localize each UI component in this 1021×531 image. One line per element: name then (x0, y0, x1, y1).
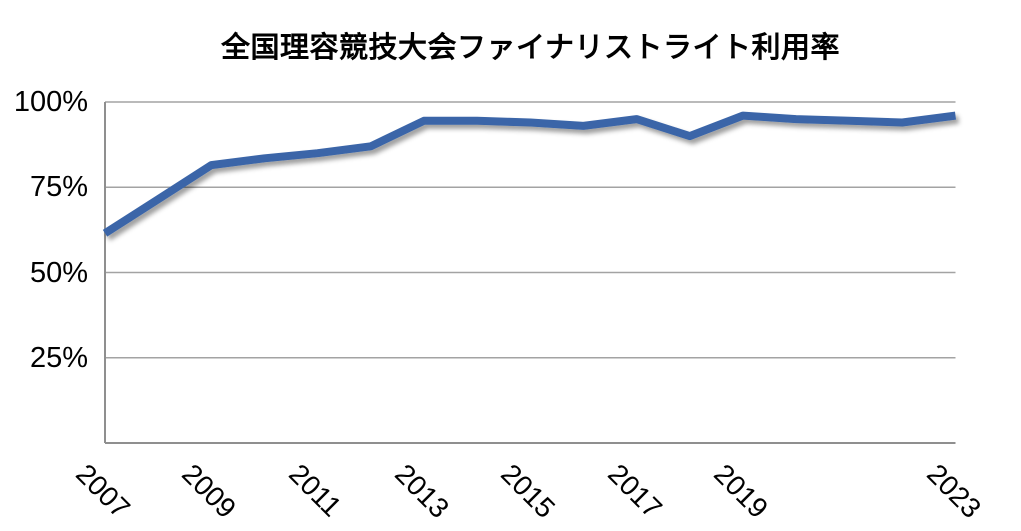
series-polyline (102, 111, 957, 237)
data-series-line (102, 111, 957, 237)
y-axis-tick-label: 75% (29, 171, 88, 204)
gridlines (105, 101, 956, 359)
chart-title: 全国理容競技大会ファイナリストライト利用率 (221, 32, 840, 64)
y-axis-tick-label: 50% (29, 256, 88, 289)
y-axis-tick-label: 100% (13, 86, 88, 118)
axes (104, 102, 956, 444)
y-axis-tick-label: 25% (29, 341, 88, 374)
